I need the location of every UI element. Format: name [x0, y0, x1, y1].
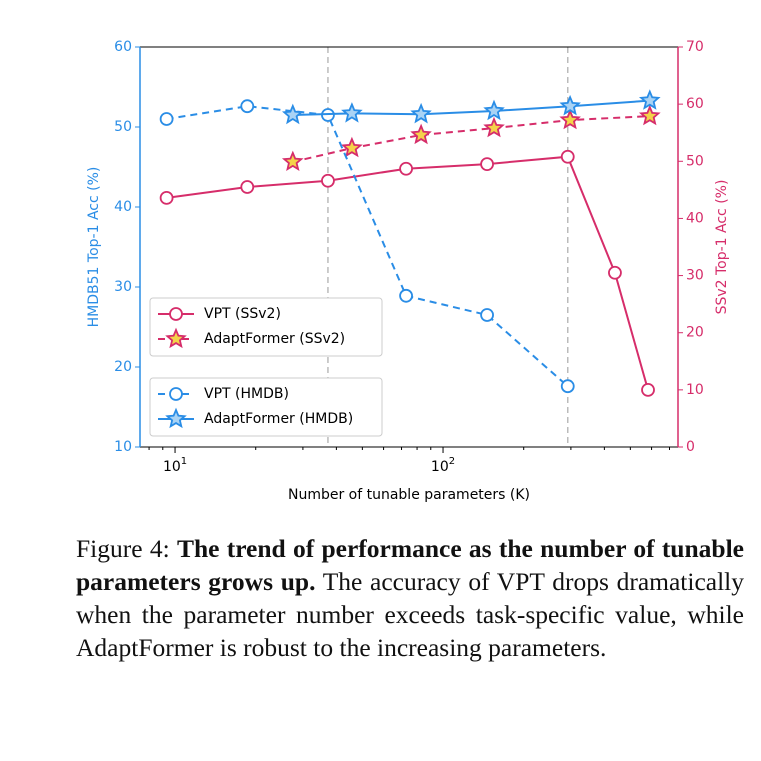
data-point: [410, 102, 432, 124]
y-tick-label: 60: [114, 39, 132, 55]
y-tick-label: 30: [114, 279, 132, 295]
legend-marker: [165, 327, 187, 349]
data-point: [641, 382, 655, 397]
data-point: [341, 102, 363, 123]
y2-tick-label: 30: [686, 268, 704, 284]
y-tick-label: 50: [114, 119, 132, 135]
data-point: [560, 379, 575, 394]
data-point: [399, 161, 413, 176]
y2-tick-label: 70: [686, 39, 704, 55]
caption-label: Figure 4:: [76, 534, 170, 563]
chart: 10 20 30 40 50 60 0 10 20 30 40 50 60 70 101 102 Number …: [86, 39, 730, 503]
y2-tick-label: 60: [686, 96, 704, 112]
data-point: [240, 180, 255, 194]
y-tick-label: 20: [114, 359, 132, 375]
data-point: [638, 104, 661, 126]
data-point: [240, 99, 255, 114]
data-point: [559, 94, 581, 116]
y2-tick-label: 40: [686, 210, 704, 226]
series-line: [292, 99, 650, 116]
data-point: [281, 150, 304, 171]
y2-tick-label: 50: [686, 153, 704, 169]
legend-marker: [165, 407, 187, 429]
series-line: [166, 105, 569, 387]
y2-tick-label: 0: [686, 439, 695, 455]
y2-axis-label: SSv2 Top-1 Acc (%): [714, 180, 730, 315]
y-tick-label: 10: [114, 439, 132, 455]
y2-tick-label: 20: [686, 325, 704, 341]
x-tick-label: 101: [163, 456, 187, 475]
data-point: [341, 136, 363, 158]
legend-label: AdaptFormer (HMDB): [204, 411, 353, 427]
data-point: [559, 108, 581, 130]
data-point: [480, 157, 494, 172]
data-point: [560, 149, 575, 164]
data-point: [480, 308, 494, 322]
caption-text: The accuracy of VPT drops dramatically w…: [76, 567, 745, 662]
data-point: [483, 116, 505, 138]
data-point: [159, 112, 174, 126]
legend-label: VPT (SSv2): [204, 306, 281, 322]
data-point: [159, 190, 174, 205]
y-axis-label: HMDB51 Top-1 Acc (%): [86, 167, 102, 328]
data-point: [321, 173, 335, 188]
y-tick-label: 40: [114, 199, 132, 215]
legend-label: AdaptFormer (SSv2): [204, 331, 345, 347]
legend-box: [149, 297, 383, 357]
data-point: [483, 99, 505, 121]
legend-marker: [169, 307, 183, 321]
caption-bold: The trend of performance as the number o…: [76, 534, 745, 596]
data-point: [638, 89, 661, 110]
data-point: [410, 123, 432, 145]
data-point: [608, 265, 622, 280]
legend-label: VPT (HMDB): [204, 386, 289, 402]
x-tick-label: 102: [431, 456, 455, 475]
series-line: [292, 115, 650, 163]
data-point: [399, 288, 413, 303]
x-axis-label: Number of tunable parameters (K): [288, 487, 530, 503]
caption: Figure 4: The trend of performance as th…: [76, 532, 744, 664]
y2-tick-label: 10: [686, 382, 704, 398]
legend-marker: [169, 387, 183, 401]
legend-box: [149, 377, 383, 437]
series-line: [166, 155, 649, 391]
data-point: [281, 103, 304, 125]
